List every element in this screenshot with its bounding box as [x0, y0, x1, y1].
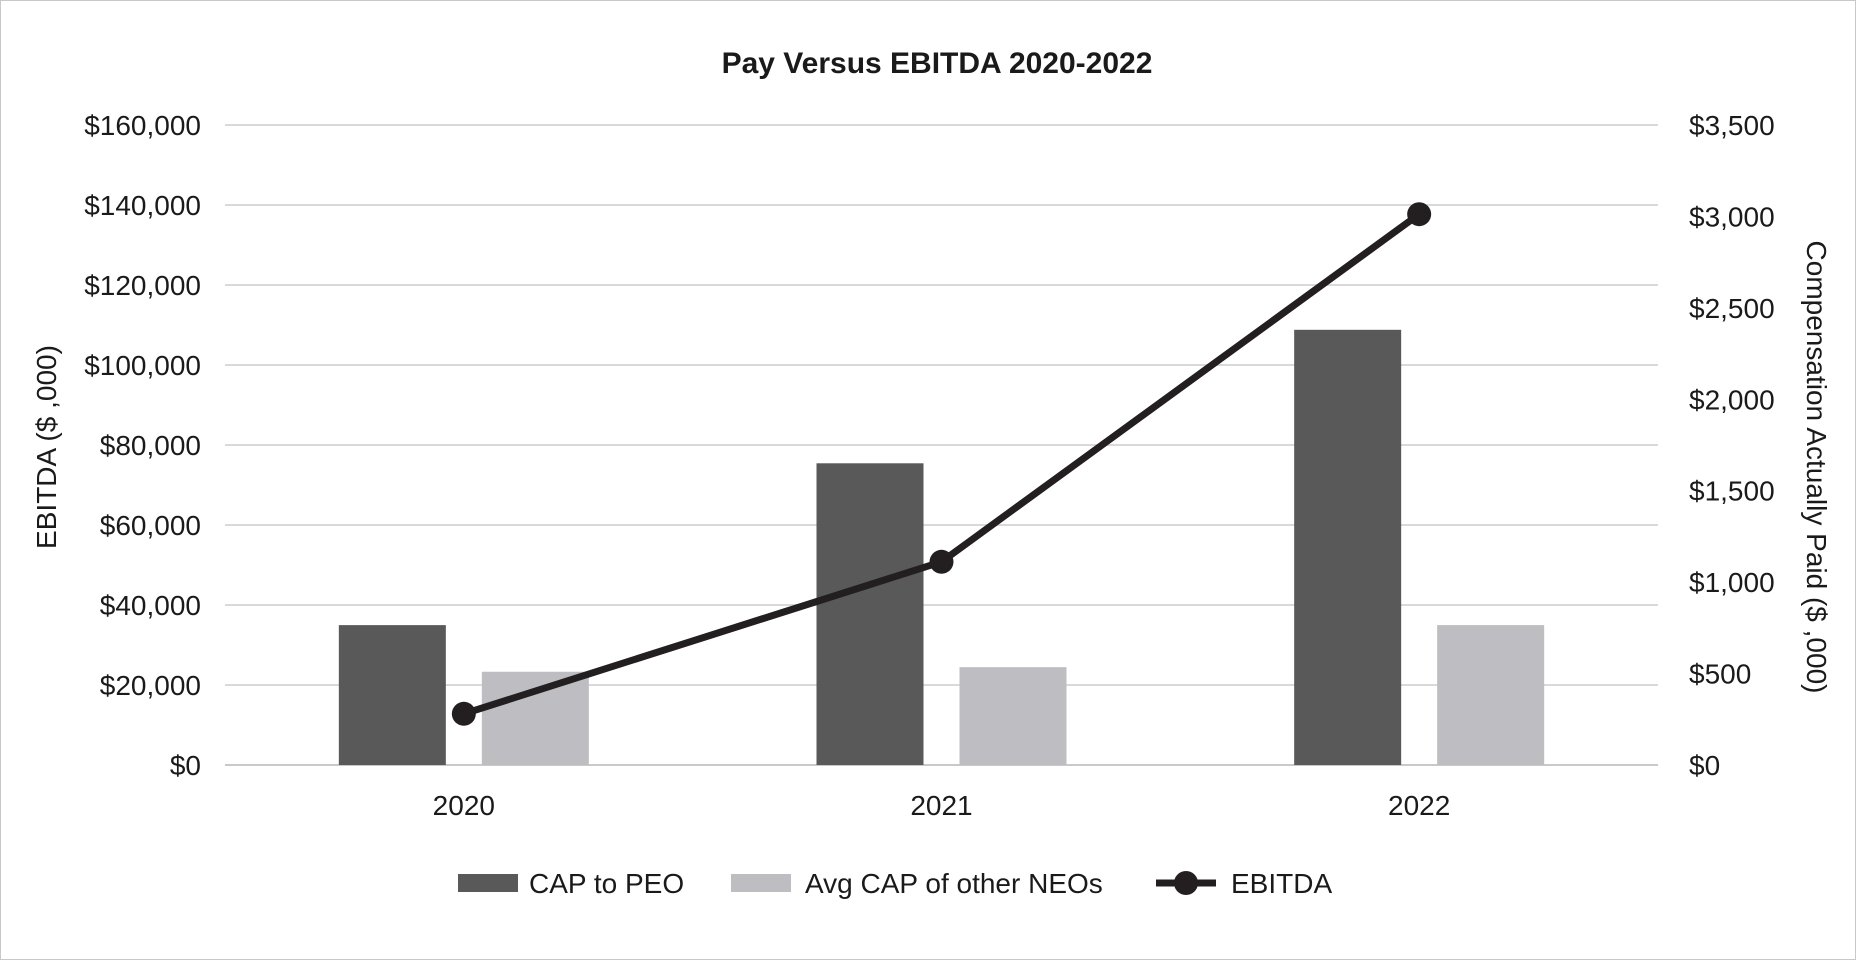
bar-avg-cap-of-other-neos-2022 — [1437, 625, 1545, 765]
x-axis-ticks: 2020 2021 2022 — [433, 790, 1451, 821]
bar-cap-to-peo-2021 — [816, 463, 924, 765]
left-tick-label: $60,000 — [100, 510, 201, 541]
legend-swatch-avg-cap-of-other-neos — [731, 874, 791, 892]
right-tick-label: $3,000 — [1689, 201, 1775, 232]
ebitda-line — [451, 202, 1432, 726]
legend-label-cap-to-peo: CAP to PEO — [529, 868, 684, 899]
left-tick-label: $160,000 — [84, 110, 201, 141]
bar-cap-to-peo-2022 — [1294, 329, 1402, 765]
bar-avg-cap-of-other-neos-2021 — [959, 667, 1067, 765]
x-tick-label: 2020 — [433, 790, 495, 821]
right-axis-ticks: $0 $500 $1,000 $1,500 $2,000 $2,500 $3,000 $3,5… — [1689, 110, 1775, 781]
left-tick-label: $120,000 — [84, 270, 201, 301]
ebitda-line-path — [462, 211, 1422, 718]
right-tick-label: $2,500 — [1689, 293, 1775, 324]
left-tick-label: $20,000 — [100, 670, 201, 701]
legend-label-ebitda: EBITDA — [1231, 868, 1332, 899]
right-tick-label: $0 — [1689, 750, 1720, 781]
x-tick-label: 2022 — [1388, 790, 1450, 821]
right-tick-label: $1,500 — [1689, 476, 1775, 507]
left-tick-label: $100,000 — [84, 350, 201, 381]
left-axis-label: EBITDA ($ ,000) — [31, 345, 62, 549]
right-axis-label: Compensation Actually Paid ($ ,000) — [1801, 241, 1832, 694]
chart-title: Pay Versus EBITDA 2020-2022 — [722, 47, 1153, 80]
left-axis-ticks: $0 $20,000 $40,000 $60,000 $80,000 $100,000 $1… — [84, 110, 201, 781]
left-tick-label: $40,000 — [100, 590, 201, 621]
legend-swatch-cap-to-peo — [458, 874, 518, 892]
ebitda-point-2022 — [1407, 202, 1432, 227]
bar-marks — [338, 329, 1545, 765]
right-tick-label: $2,000 — [1689, 384, 1775, 415]
x-tick-label: 2021 — [910, 790, 972, 821]
right-tick-label: $500 — [1689, 659, 1751, 690]
bar-avg-cap-of-other-neos-2020 — [481, 671, 589, 765]
legend-label-avg-cap-of-other-neos: Avg CAP of other NEOs — [805, 868, 1103, 899]
legend: CAP to PEO Avg CAP of other NEOs EBITDA — [458, 868, 1332, 899]
gridlines — [225, 124, 1658, 766]
ebitda-point-2020 — [451, 701, 476, 726]
ebitda-point-2021 — [929, 549, 954, 574]
left-tick-label: $0 — [170, 750, 201, 781]
left-tick-label: $140,000 — [84, 190, 201, 221]
left-tick-label: $80,000 — [100, 430, 201, 461]
legend-marker-ebitda — [1174, 871, 1198, 895]
right-tick-label: $3,500 — [1689, 110, 1775, 141]
right-tick-label: $1,000 — [1689, 567, 1775, 598]
bar-cap-to-peo-2020 — [338, 625, 446, 765]
